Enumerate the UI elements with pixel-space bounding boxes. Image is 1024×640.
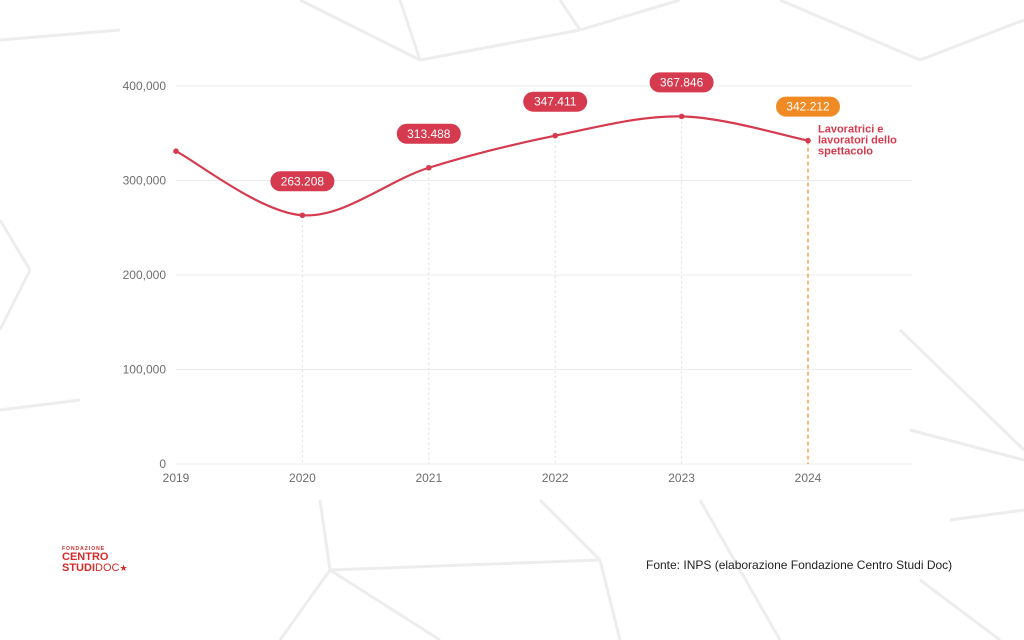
value-label-badge [776, 96, 840, 117]
value-label-badge [649, 72, 714, 93]
value-label: 367.846 [660, 75, 704, 89]
y-tick-label: 400,000 [123, 79, 167, 93]
logo-line-doc: DOC [95, 562, 120, 574]
value-label-badge [396, 123, 461, 144]
series-name-line: spettacolo [818, 146, 873, 158]
data-point [805, 137, 811, 144]
centro-studi-doc-logo: FONDAZIONE CENTRO STUDIDOC★ [62, 546, 132, 576]
series-name-line: Lavoratrici e [818, 124, 883, 136]
value-label: 263.208 [281, 174, 325, 188]
x-tick-label: 2023 [668, 471, 695, 485]
value-label-badge [523, 91, 588, 112]
data-point [426, 164, 432, 171]
y-tick-label: 100,000 [123, 363, 167, 377]
x-tick-label: 2024 [795, 471, 822, 485]
data-point [552, 132, 558, 139]
data-point [678, 113, 685, 120]
year-guide-lines [301, 116, 809, 464]
x-tick-label: 2022 [542, 471, 569, 485]
source-note: Fonte: INPS (elaborazione Fondazione Cen… [646, 558, 953, 572]
data-point [173, 148, 179, 155]
x-axis-tick-labels: 2019 2020 2021 2022 2023 2024 [163, 471, 822, 485]
value-label: 347.411 [534, 95, 577, 109]
y-tick-label: 0 [159, 457, 166, 471]
y-axis-tick-labels: 0 100,000 200,000 300,000 400,000 [123, 79, 167, 471]
value-label: 342.212 [786, 100, 830, 114]
series-name-label: Lavoratrici e lavoratori dello spettacolo [818, 124, 897, 158]
y-tick-label: 300,000 [123, 174, 167, 188]
x-tick-label: 2020 [289, 471, 316, 485]
logo-line-centro: CENTRO [62, 551, 109, 563]
data-value-labels: 263.208 313.488 347.411 367.846 342.212 [270, 72, 840, 192]
grid-lines [176, 85, 912, 465]
data-points [173, 113, 811, 219]
series-line [175, 115, 809, 217]
x-tick-label: 2021 [415, 471, 442, 485]
data-point [299, 212, 306, 219]
logo-line-fondazione: FONDAZIONE [62, 546, 106, 552]
value-label-badge [270, 171, 335, 192]
value-label: 313.488 [407, 127, 451, 141]
series-name-line: lavoratori dello [818, 135, 897, 147]
logo-line-studi: STUDI [62, 562, 95, 574]
y-tick-label: 200,000 [123, 268, 167, 282]
x-tick-label: 2019 [163, 471, 190, 485]
logo-star-icon: ★ [119, 563, 128, 573]
